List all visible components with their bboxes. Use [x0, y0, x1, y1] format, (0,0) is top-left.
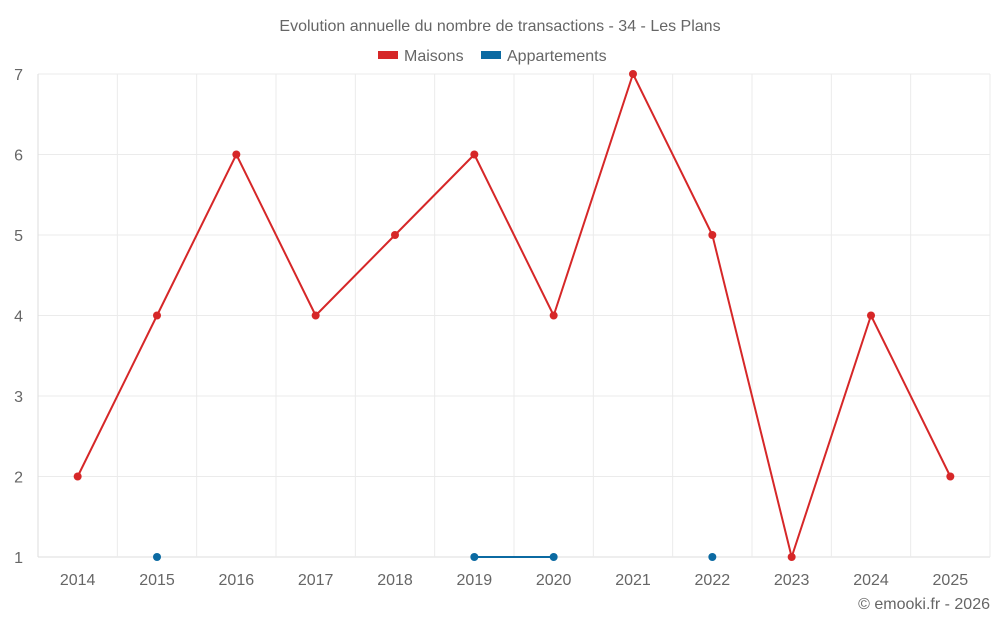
chart-title: Evolution annuelle du nombre de transact…: [279, 18, 720, 35]
legend-item-maisons[interactable]: Maisons: [378, 48, 464, 65]
data-point[interactable]: [470, 150, 479, 159]
x-tick-label: 2018: [377, 572, 413, 589]
series-layer: [73, 70, 955, 561]
x-tick-label: 2020: [536, 572, 572, 589]
data-point[interactable]: [946, 472, 955, 481]
data-point[interactable]: [629, 70, 637, 78]
x-tick-label: 2016: [219, 572, 255, 589]
y-tick-label: 2: [14, 470, 23, 487]
y-axis-ticks: 1 2 3 4 5 6 7: [14, 67, 23, 567]
data-point[interactable]: [787, 553, 796, 561]
legend-label-appartements: Appartements: [507, 48, 607, 65]
legend-item-appartements[interactable]: Appartements: [481, 48, 607, 65]
y-tick-label: 6: [14, 148, 23, 165]
x-tick-label: 2019: [457, 572, 493, 589]
data-point[interactable]: [708, 231, 717, 239]
legend-swatch-maisons: [378, 51, 398, 59]
x-axis-ticks: 2014 2015 2016 2017 2018 2019 2020 2021 2022 2023…: [60, 572, 968, 589]
x-tick-label: 2023: [774, 572, 810, 589]
data-point[interactable]: [549, 311, 558, 320]
data-point[interactable]: [867, 311, 875, 320]
series-line: [76, 71, 952, 561]
x-tick-label: 2014: [60, 572, 96, 589]
y-tick-label: 4: [14, 309, 23, 326]
legend[interactable]: Maisons Appartements: [378, 48, 607, 65]
data-point[interactable]: [470, 553, 479, 561]
gridlines: [37, 73, 991, 558]
series-maisons: [73, 70, 955, 561]
data-point[interactable]: [153, 553, 161, 561]
x-tick-label: 2022: [695, 572, 731, 589]
x-tick-label: 2025: [933, 572, 969, 589]
y-tick-label: 5: [14, 228, 23, 245]
data-point[interactable]: [311, 311, 320, 320]
data-point[interactable]: [153, 311, 161, 320]
legend-label-maisons: Maisons: [404, 48, 464, 65]
x-tick-label: 2024: [853, 572, 889, 589]
y-tick-label: 3: [14, 389, 23, 406]
y-tick-label: 7: [14, 67, 23, 84]
series-appartements: [153, 553, 717, 561]
data-point[interactable]: [232, 150, 241, 159]
data-point[interactable]: [73, 472, 82, 481]
y-tick-label: 1: [14, 550, 23, 567]
data-point[interactable]: [708, 553, 717, 561]
x-tick-label: 2017: [298, 572, 334, 589]
data-point[interactable]: [391, 231, 399, 239]
x-tick-label: 2021: [615, 572, 651, 589]
x-tick-label: 2015: [139, 572, 175, 589]
data-point[interactable]: [549, 553, 558, 561]
legend-swatch-appartements: [481, 51, 501, 59]
credit-text: © emooki.fr - 2026: [858, 596, 990, 613]
